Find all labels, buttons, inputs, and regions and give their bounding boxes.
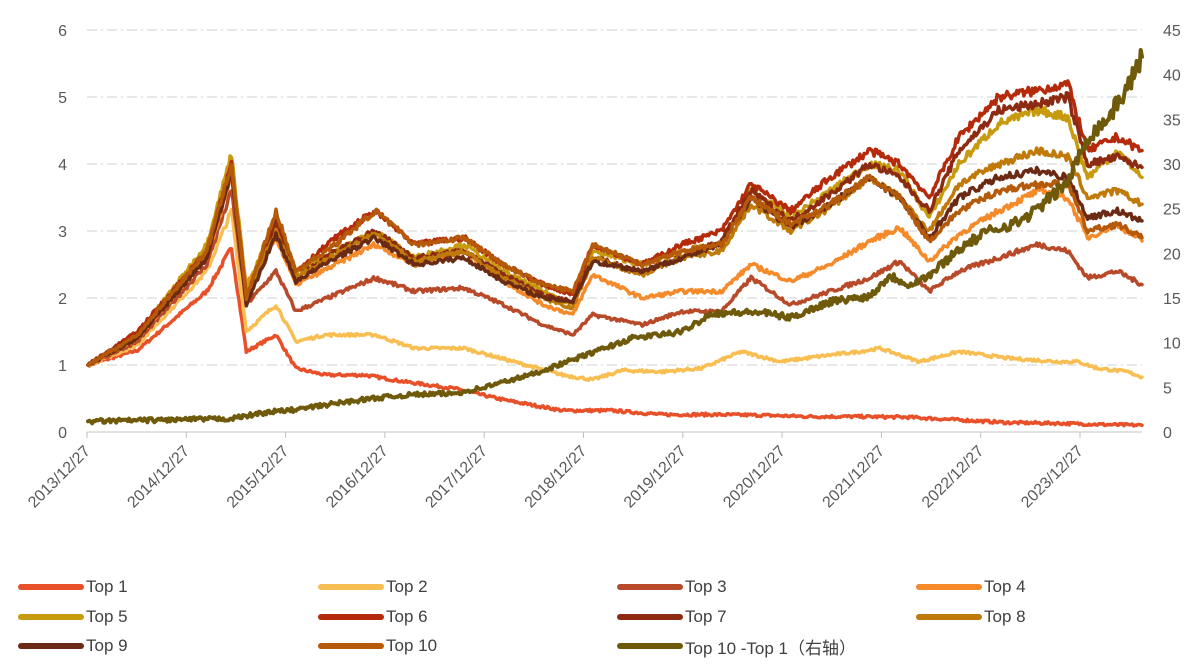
x-tick: 2018/12/27 [522, 443, 591, 512]
legend: Top 1 Top 2 Top 3 Top 4 Top 5 Top 6 Top 7 Top 8… [0, 570, 1200, 669]
legend-item: Top 10 [318, 631, 437, 661]
legend-item: Top 6 [318, 602, 428, 632]
y-right-tick: 20 [1163, 246, 1181, 263]
legend-label: Top 8 [984, 607, 1026, 626]
series-line [86, 162, 1144, 367]
y-left-tick: 0 [58, 425, 67, 442]
legend-swatch [18, 643, 84, 649]
legend-label: Top 10 [386, 636, 438, 655]
legend-swatch [617, 614, 683, 620]
legend-swatch [916, 614, 982, 620]
y-right-tick: 30 [1163, 157, 1181, 174]
x-tick: 2016/12/27 [323, 443, 392, 512]
legend-item: Top 5 [18, 602, 128, 632]
x-tick: 2017/12/27 [422, 443, 491, 512]
x-tick: 2014/12/27 [124, 443, 193, 512]
legend-swatch [18, 614, 84, 620]
series-line [86, 165, 1144, 367]
y-right-tick: 35 [1163, 112, 1181, 129]
y-left-tick: 4 [58, 157, 67, 174]
legend-item: Top 3 [617, 572, 727, 602]
y-right-tick: 45 [1163, 23, 1181, 40]
y-right-tick: 5 [1163, 380, 1172, 397]
x-tick: 2020/12/27 [720, 443, 789, 512]
legend-item: Top 8 [916, 602, 1026, 632]
legend-item: Top 4 [916, 572, 1026, 602]
legend-swatch [18, 584, 84, 590]
y-left-tick: 3 [58, 224, 67, 241]
y-left-tick: 2 [58, 291, 67, 308]
y-right-tick: 0 [1163, 425, 1172, 442]
y-left-tick: 6 [58, 23, 67, 40]
y-left-tick: 5 [58, 90, 67, 107]
legend-label: Top 6 [386, 607, 428, 626]
legend-item: Top 1 [18, 572, 128, 602]
y-right-tick: 10 [1163, 336, 1181, 353]
legend-label: Top 2 [386, 577, 428, 596]
legend-swatch [318, 614, 384, 620]
y-right-tick: 15 [1163, 291, 1181, 308]
legend-label: Top 7 [685, 607, 727, 626]
series-line [86, 207, 1144, 383]
legend-swatch [617, 643, 683, 649]
x-tick: 2015/12/27 [224, 443, 293, 512]
series-line [86, 172, 1144, 367]
series-line [86, 189, 1144, 367]
legend-item: Top 9 [18, 631, 128, 661]
legend-item: Top 2 [318, 572, 428, 602]
x-tick: 2023/12/27 [1018, 443, 1087, 512]
x-tick: 2013/12/27 [25, 443, 94, 512]
legend-label: Top 4 [984, 577, 1026, 596]
y-right-tick: 40 [1163, 68, 1181, 85]
legend-label: Top 9 [86, 636, 128, 655]
gridlines [87, 29, 1142, 366]
legend-label: Top 10 -Top 1（右轴） [685, 638, 857, 658]
legend-item: Top 7 [617, 602, 727, 632]
legend-label: Top 3 [685, 577, 727, 596]
legend-item: Top 10 -Top 1（右轴） [617, 631, 856, 661]
y-left-tick: 1 [58, 358, 67, 375]
x-tick-labels: 2013/12/27 2014/12/27 2015/12/27 2016/12/27… [25, 443, 1087, 512]
legend-swatch [617, 584, 683, 590]
legend-swatch [318, 643, 384, 649]
series-line [86, 247, 1144, 428]
x-tick: 2019/12/27 [621, 443, 690, 512]
legend-label: Top 1 [86, 577, 128, 596]
y-right-tick: 25 [1163, 202, 1181, 219]
legend-label: Top 5 [86, 607, 128, 626]
y-left-tick-labels: 0 1 2 3 4 5 6 [58, 23, 67, 442]
series-line [86, 48, 1144, 426]
legend-swatch [318, 584, 384, 590]
series-lines [86, 48, 1144, 428]
legend-swatch [916, 584, 982, 590]
x-tick: 2022/12/27 [919, 443, 988, 512]
axes [86, 431, 1142, 438]
x-tick: 2021/12/27 [820, 443, 889, 512]
y-right-tick-labels: 0 5 10 15 20 25 30 35 40 45 [1163, 23, 1181, 442]
